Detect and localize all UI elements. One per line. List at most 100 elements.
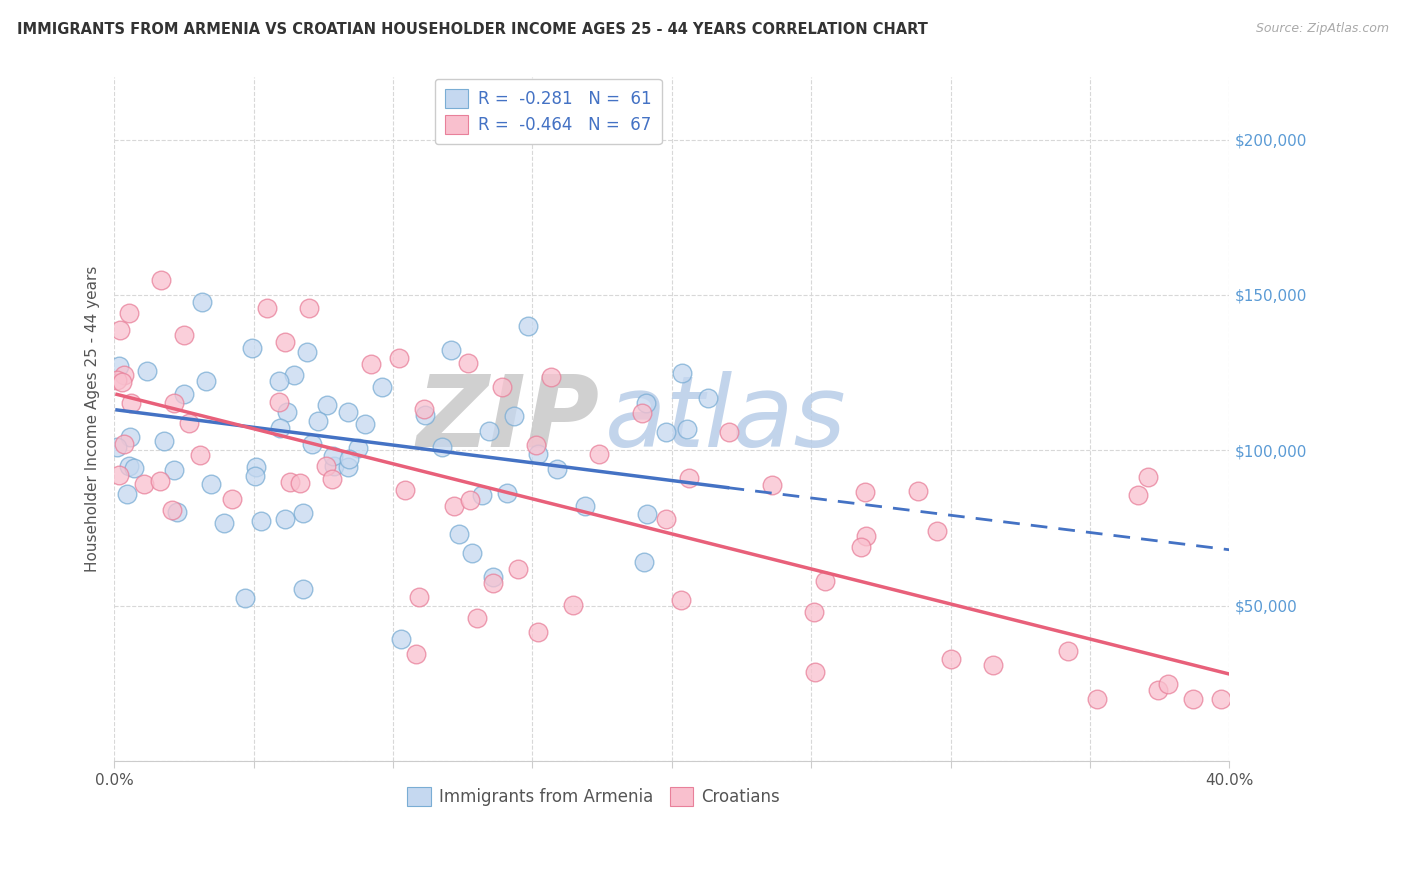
Point: [315, 459, 337, 474]
Point: [278, 475, 301, 489]
Point: [440, 343, 463, 358]
Point: [118, 459, 141, 474]
Point: [524, 438, 547, 452]
Point: [117, 487, 139, 501]
Point: [322, 459, 344, 474]
Point: [105, 440, 128, 454]
Point: [291, 582, 314, 596]
Point: [108, 359, 131, 373]
Point: [337, 451, 360, 466]
Point: [671, 592, 693, 607]
Point: [853, 484, 876, 499]
Point: [360, 357, 382, 371]
Point: [111, 375, 134, 389]
Point: [274, 335, 297, 350]
Point: [194, 374, 217, 388]
Point: [256, 301, 278, 316]
Point: [814, 574, 837, 588]
Point: [301, 436, 323, 450]
Point: [233, 591, 256, 605]
Point: [633, 555, 655, 569]
Point: [636, 508, 658, 522]
Point: [465, 610, 488, 624]
Point: [803, 605, 825, 619]
Point: [112, 436, 135, 450]
Point: [1126, 488, 1149, 502]
Point: [718, 425, 741, 439]
Point: [631, 406, 654, 420]
Point: [354, 417, 377, 431]
Point: [283, 368, 305, 383]
Point: [173, 386, 195, 401]
Point: [122, 461, 145, 475]
Point: [927, 524, 949, 539]
Point: [478, 424, 501, 438]
Point: [761, 477, 783, 491]
Point: [316, 397, 339, 411]
Point: [162, 463, 184, 477]
Point: [855, 528, 877, 542]
Point: [166, 505, 188, 519]
Point: [162, 395, 184, 409]
Point: [269, 421, 291, 435]
Point: [457, 356, 479, 370]
Point: [506, 562, 529, 576]
Point: [298, 301, 321, 315]
Point: [249, 514, 271, 528]
Point: [527, 625, 550, 640]
Point: [200, 476, 222, 491]
Point: [655, 512, 678, 526]
Point: [471, 488, 494, 502]
Point: [460, 546, 482, 560]
Point: [849, 540, 872, 554]
Point: [939, 652, 962, 666]
Point: [1147, 683, 1170, 698]
Point: [546, 462, 568, 476]
Point: [221, 491, 243, 506]
Text: atlas: atlas: [605, 371, 846, 467]
Point: [443, 500, 465, 514]
Point: [526, 447, 548, 461]
Point: [295, 345, 318, 359]
Text: Source: ZipAtlas.com: Source: ZipAtlas.com: [1256, 22, 1389, 36]
Point: [654, 425, 676, 439]
Point: [517, 318, 540, 333]
Point: [388, 351, 411, 365]
Point: [1182, 692, 1205, 706]
Point: [292, 506, 315, 520]
Point: [502, 409, 524, 423]
Point: [432, 440, 454, 454]
Point: [574, 500, 596, 514]
Point: [321, 472, 343, 486]
Point: [336, 405, 359, 419]
Point: [562, 598, 585, 612]
Point: [191, 294, 214, 309]
Point: [148, 474, 170, 488]
Point: [804, 665, 827, 679]
Point: [240, 341, 263, 355]
Point: [370, 380, 392, 394]
Point: [447, 527, 470, 541]
Point: [177, 416, 200, 430]
Point: [118, 306, 141, 320]
Point: [482, 576, 505, 591]
Point: [1057, 644, 1080, 658]
Point: [162, 503, 184, 517]
Point: [243, 468, 266, 483]
Point: [1211, 692, 1233, 706]
Point: [408, 590, 430, 604]
Point: [112, 368, 135, 382]
Point: [120, 396, 142, 410]
Point: [105, 373, 128, 387]
Point: [588, 447, 610, 461]
Point: [405, 647, 427, 661]
Point: [1085, 692, 1108, 706]
Point: [676, 422, 699, 436]
Point: [118, 430, 141, 444]
Point: [267, 374, 290, 388]
Point: [269, 394, 291, 409]
Point: [214, 516, 236, 530]
Point: [150, 273, 173, 287]
Point: [907, 484, 929, 499]
Point: [347, 441, 370, 455]
